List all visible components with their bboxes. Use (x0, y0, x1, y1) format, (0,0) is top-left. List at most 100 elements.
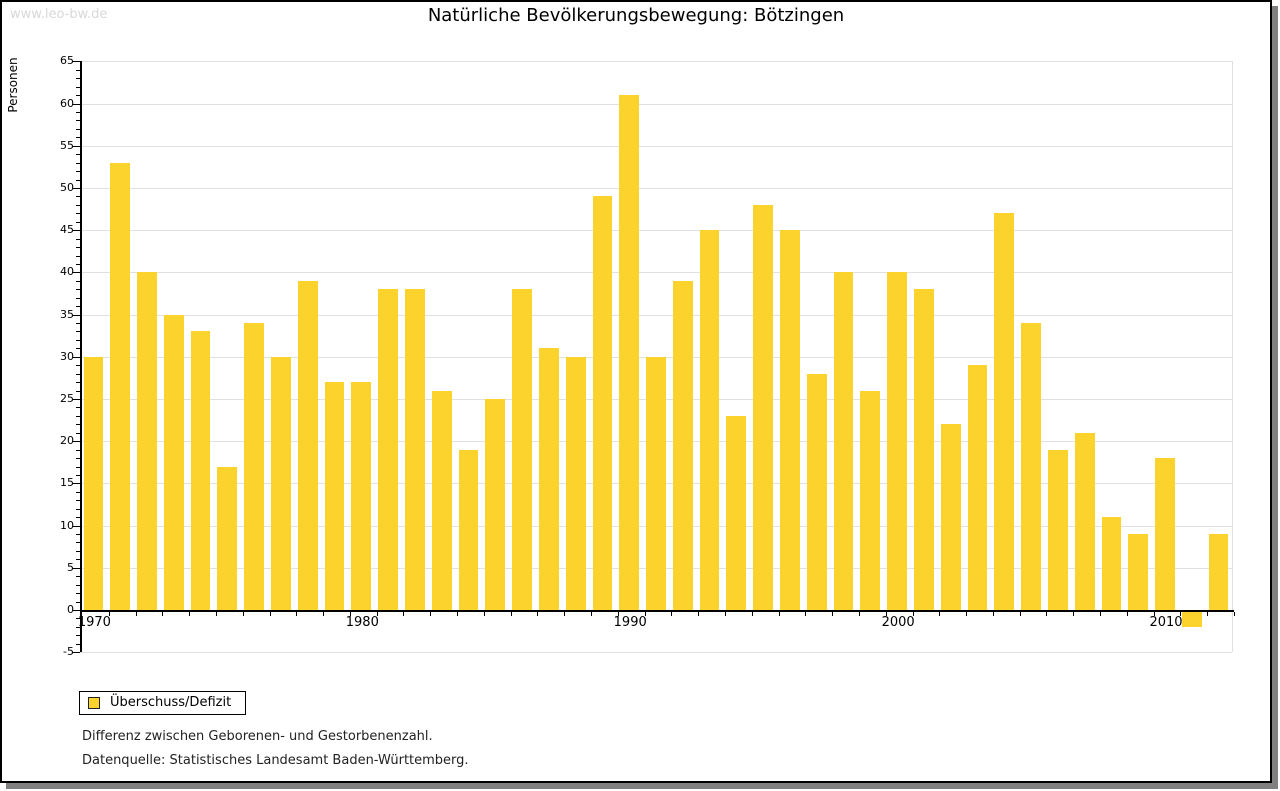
y-tick (76, 247, 80, 249)
plot-right-border (1232, 61, 1233, 653)
y-tick (76, 517, 80, 519)
y-tick (73, 483, 80, 485)
bar-1990 (619, 95, 640, 610)
bar-2003 (967, 365, 988, 610)
y-tick (76, 407, 80, 409)
y-tick-label: 20 (60, 434, 74, 448)
bar-1974 (190, 331, 211, 610)
bar-1978 (297, 280, 318, 610)
x-tick (992, 612, 994, 616)
legend-swatch (88, 697, 100, 709)
bar-1997 (806, 373, 827, 610)
x-tick (912, 612, 914, 616)
y-tick (76, 601, 80, 603)
y-tick (76, 128, 80, 130)
y-tick (76, 643, 80, 645)
y-tick (76, 331, 80, 333)
y-tick-label: -5 (63, 645, 74, 659)
bar-2000 (887, 272, 907, 610)
bar-1993 (699, 230, 720, 610)
bar-1998 (833, 272, 854, 610)
y-tick (76, 550, 80, 552)
bar-2011 (1181, 612, 1202, 627)
y-tick (76, 255, 80, 257)
bar-1979 (324, 382, 345, 610)
y-tick (76, 508, 80, 510)
bar-1985 (485, 399, 506, 610)
y-tick (76, 137, 80, 139)
x-tick (1073, 612, 1075, 616)
x-tick (885, 612, 887, 616)
y-tick (76, 559, 80, 561)
footnote-source: Datenquelle: Statistisches Landesamt Bad… (82, 753, 469, 768)
x-tick (939, 612, 941, 616)
y-tick (76, 120, 80, 122)
x-tick (242, 612, 244, 616)
y-tick-label: 60 (60, 96, 74, 110)
y-tick (76, 626, 80, 628)
x-tick (537, 612, 539, 616)
x-tick (805, 612, 807, 616)
x-tick (751, 612, 753, 616)
bar-1984 (458, 449, 479, 610)
legend-label: Überschuss/Defizit (110, 695, 232, 710)
y-tick (76, 112, 80, 114)
x-tick (858, 612, 860, 616)
gridline (80, 103, 1232, 105)
gridline (80, 272, 1232, 274)
y-tick (73, 61, 80, 63)
bar-1971 (110, 162, 131, 610)
y-tick (76, 162, 80, 164)
y-tick (73, 652, 80, 654)
y-tick (76, 179, 80, 181)
y-tick (76, 491, 80, 493)
y-tick (73, 103, 80, 105)
gridline (80, 145, 1232, 147)
bar-1981 (378, 289, 398, 610)
x-tick-label: 1980 (345, 615, 379, 630)
x-tick (162, 612, 164, 616)
x-tick (296, 612, 298, 616)
bar-2009 (1128, 534, 1149, 610)
y-tick (76, 449, 80, 451)
y-tick (76, 323, 80, 325)
legend: Überschuss/Defizit (79, 691, 247, 715)
y-tick (73, 567, 80, 569)
x-tick (269, 612, 271, 616)
bar-1972 (137, 272, 157, 610)
y-tick-label: 35 (60, 307, 74, 321)
y-tick (73, 525, 80, 527)
y-tick (73, 441, 80, 443)
y-tick (76, 542, 80, 544)
y-tick (76, 500, 80, 502)
footnote-definition: Differenz zwischen Geborenen- und Gestor… (82, 729, 433, 744)
x-tick (698, 612, 700, 616)
bar-1986 (512, 289, 532, 610)
x-tick (1207, 612, 1209, 616)
bar-1980 (351, 382, 372, 610)
y-tick-label: 10 (60, 518, 74, 532)
y-tick-label: 55 (60, 138, 74, 152)
y-tick (76, 69, 80, 71)
y-tick (76, 289, 80, 291)
x-tick (376, 612, 378, 616)
y-tick (76, 474, 80, 476)
y-tick (76, 204, 80, 206)
x-tick (430, 612, 432, 616)
bar-1976 (244, 323, 265, 610)
bar-2010 (1155, 458, 1175, 610)
x-tick (189, 612, 191, 616)
bar-2004 (994, 213, 1015, 610)
bar-1970 (83, 356, 104, 610)
y-tick (76, 635, 80, 637)
x-tick (966, 612, 968, 616)
x-tick (832, 612, 834, 616)
y-tick-label: 5 (67, 560, 74, 574)
y-tick (76, 280, 80, 282)
x-tick (1234, 612, 1235, 616)
y-tick (76, 618, 80, 620)
x-tick (591, 612, 593, 616)
gridline (80, 61, 1232, 63)
y-tick (76, 432, 80, 434)
